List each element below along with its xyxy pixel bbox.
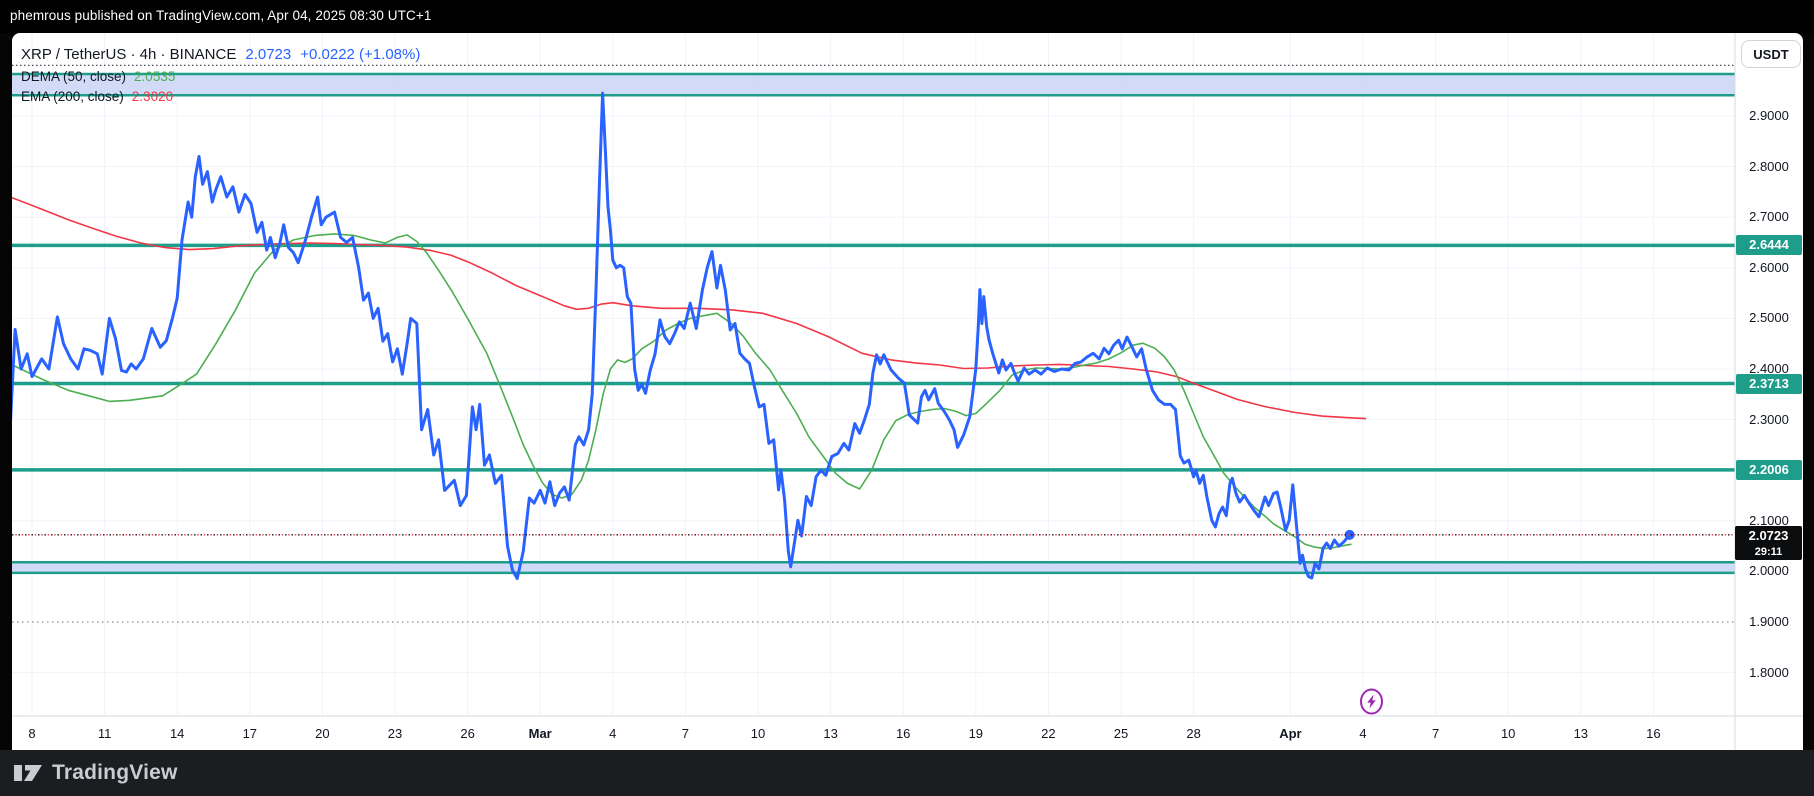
time-tick-label: 13 (1573, 726, 1589, 741)
attribution-text: phemrous published on TradingView.com, A… (10, 8, 432, 23)
price-tick-label: 2.4000 (1749, 361, 1789, 376)
price-tick-label: 1.8000 (1749, 664, 1789, 680)
price-line-series (12, 91, 1352, 580)
time-tick-label: 23 (387, 726, 403, 741)
time-tick-label: 22 (1041, 726, 1056, 741)
time-tick-label: Mar (528, 726, 552, 741)
time-tick-label: 8 (28, 726, 36, 741)
level-price-badge: 2.3713 (1736, 373, 1802, 394)
bar-countdown-badge: 29:11 (1735, 544, 1802, 560)
attribution-bar: phemrous published on TradingView.com, A… (0, 0, 1814, 33)
price-tick-label: 2.5000 (1749, 310, 1789, 326)
time-tick-label: 7 (1431, 726, 1440, 741)
time-tick-label: 13 (823, 726, 838, 741)
price-tick-label: 2.7000 (1749, 209, 1789, 225)
time-tick-label: 16 (1646, 726, 1661, 741)
time-tick-label: 4 (609, 726, 617, 741)
price-tick-label: 2.6000 (1749, 259, 1789, 275)
level-price-badge: 2.6444 (1736, 235, 1802, 256)
time-tick-label: Apr (1279, 726, 1302, 741)
lightning-icon[interactable] (1358, 688, 1385, 715)
dema-series (12, 233, 1352, 550)
price-tick-label: 2.8000 (1749, 158, 1789, 174)
level-price-badge: 2.2006 (1736, 459, 1802, 480)
series-group (12, 91, 1367, 580)
footer-bar: TradingView (0, 750, 1814, 796)
time-tick-label: 10 (1500, 726, 1516, 741)
price-tick-label: 2.9000 (1749, 108, 1789, 123)
time-tick-label: 7 (681, 726, 689, 741)
time-tick-label: 20 (315, 726, 330, 741)
time-tick-label: 4 (1359, 726, 1367, 741)
price-tick-label: 1.9000 (1749, 614, 1789, 629)
time-tick-label: 16 (895, 726, 911, 741)
time-tick-label: 28 (1186, 726, 1201, 741)
zone-band (12, 74, 1735, 96)
price-tick-label: 2.3000 (1749, 411, 1789, 427)
tradingview-logo-text: TradingView (52, 761, 178, 784)
price-tick-label: 2.0000 (1749, 563, 1789, 579)
time-tick-label: 11 (97, 726, 112, 741)
time-tick-label: 14 (169, 726, 185, 741)
price-tick-label: 2.1000 (1749, 512, 1789, 528)
time-tick-label: 10 (750, 726, 766, 741)
time-tick-label: 19 (968, 726, 984, 741)
time-tick-label: 17 (242, 726, 258, 741)
zone-band (12, 562, 1735, 573)
time-tick-label: 26 (460, 726, 475, 741)
tradingview-logo-icon (14, 765, 42, 781)
right-frame-border (1803, 0, 1814, 796)
last-price-dot (1344, 529, 1355, 540)
tradingview-logo[interactable]: TradingView (13, 761, 178, 785)
time-tick-label: 25 (1113, 726, 1129, 741)
last-price-badge: 2.0723 (1735, 525, 1802, 545)
currency-toggle-button[interactable]: USDT (1741, 40, 1801, 68)
